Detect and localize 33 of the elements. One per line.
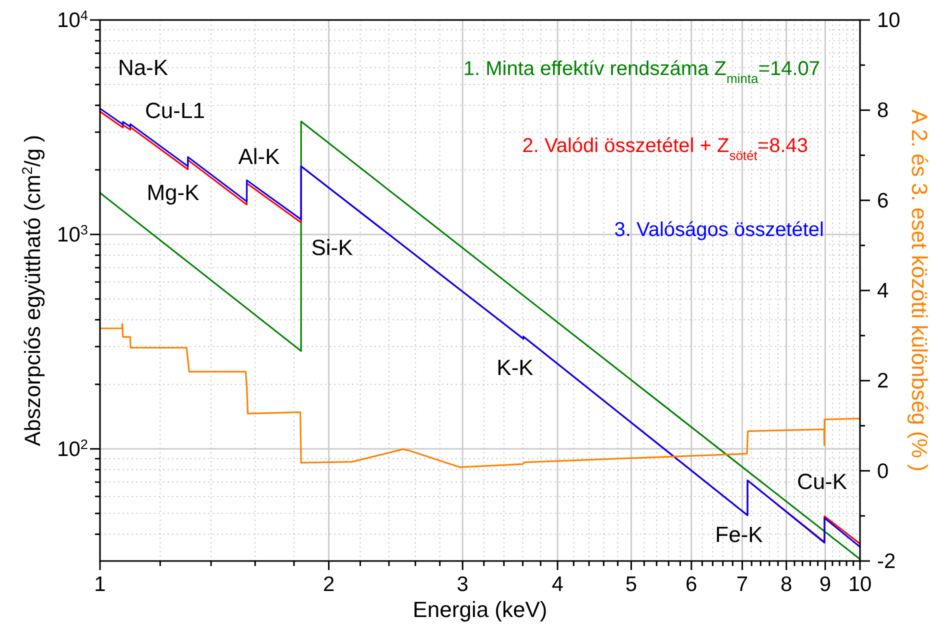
y2-axis-title: A 2. és 3. eset közötti különbség (% ) — [907, 110, 930, 472]
x-tick-label: 8 — [780, 573, 792, 596]
annotation: Cu-L1 — [145, 98, 205, 123]
x-tick-label: 10 — [848, 573, 872, 596]
annotation: Al-K — [238, 144, 280, 169]
x-axis-title: Energia (keV) — [412, 597, 548, 622]
y2-tick-label: 4 — [877, 280, 889, 302]
annotation: Si-K — [311, 235, 354, 260]
text: 3. Valóságos összetétel — [614, 219, 824, 241]
x-tick-label: 7 — [736, 573, 748, 596]
annotation: Na-K — [118, 55, 168, 80]
x-tick-label: 5 — [625, 573, 638, 596]
x-tick-label: 1 — [94, 573, 106, 596]
y2-tick-label: 0 — [877, 460, 889, 483]
y-tick-label: 10$^{3}$ — [57, 222, 88, 246]
x-tick-label: 2 — [322, 573, 335, 596]
x-tick-label: 9 — [819, 573, 832, 596]
x-tick-label: 4 — [552, 573, 564, 596]
annotation: Fe-K — [715, 522, 764, 547]
text: 1. Minta effektív rendszáma Z$_{minta}$=14.07 — [463, 58, 820, 86]
y-tick-label: 10$^{4}$ — [57, 8, 88, 32]
y2-tick-label: 10 — [877, 9, 900, 32]
x-tick-label: 6 — [686, 573, 698, 596]
y2-tick-label: 2 — [877, 370, 889, 393]
text: 2. Valódi összetétel + Z$_{sötét}$=8.43 — [522, 135, 808, 162]
y2-tick-label: -2 — [877, 550, 896, 573]
y2-tick-label: 6 — [877, 189, 889, 212]
x-tick-label: 3 — [456, 573, 468, 596]
annotation: K-K — [496, 355, 534, 380]
y-tick-label: 10$^{2}$ — [57, 436, 88, 461]
y2-tick-label: 8 — [877, 99, 889, 122]
annotation: Cu-K — [796, 469, 848, 494]
annotation: Mg-K — [146, 180, 200, 205]
